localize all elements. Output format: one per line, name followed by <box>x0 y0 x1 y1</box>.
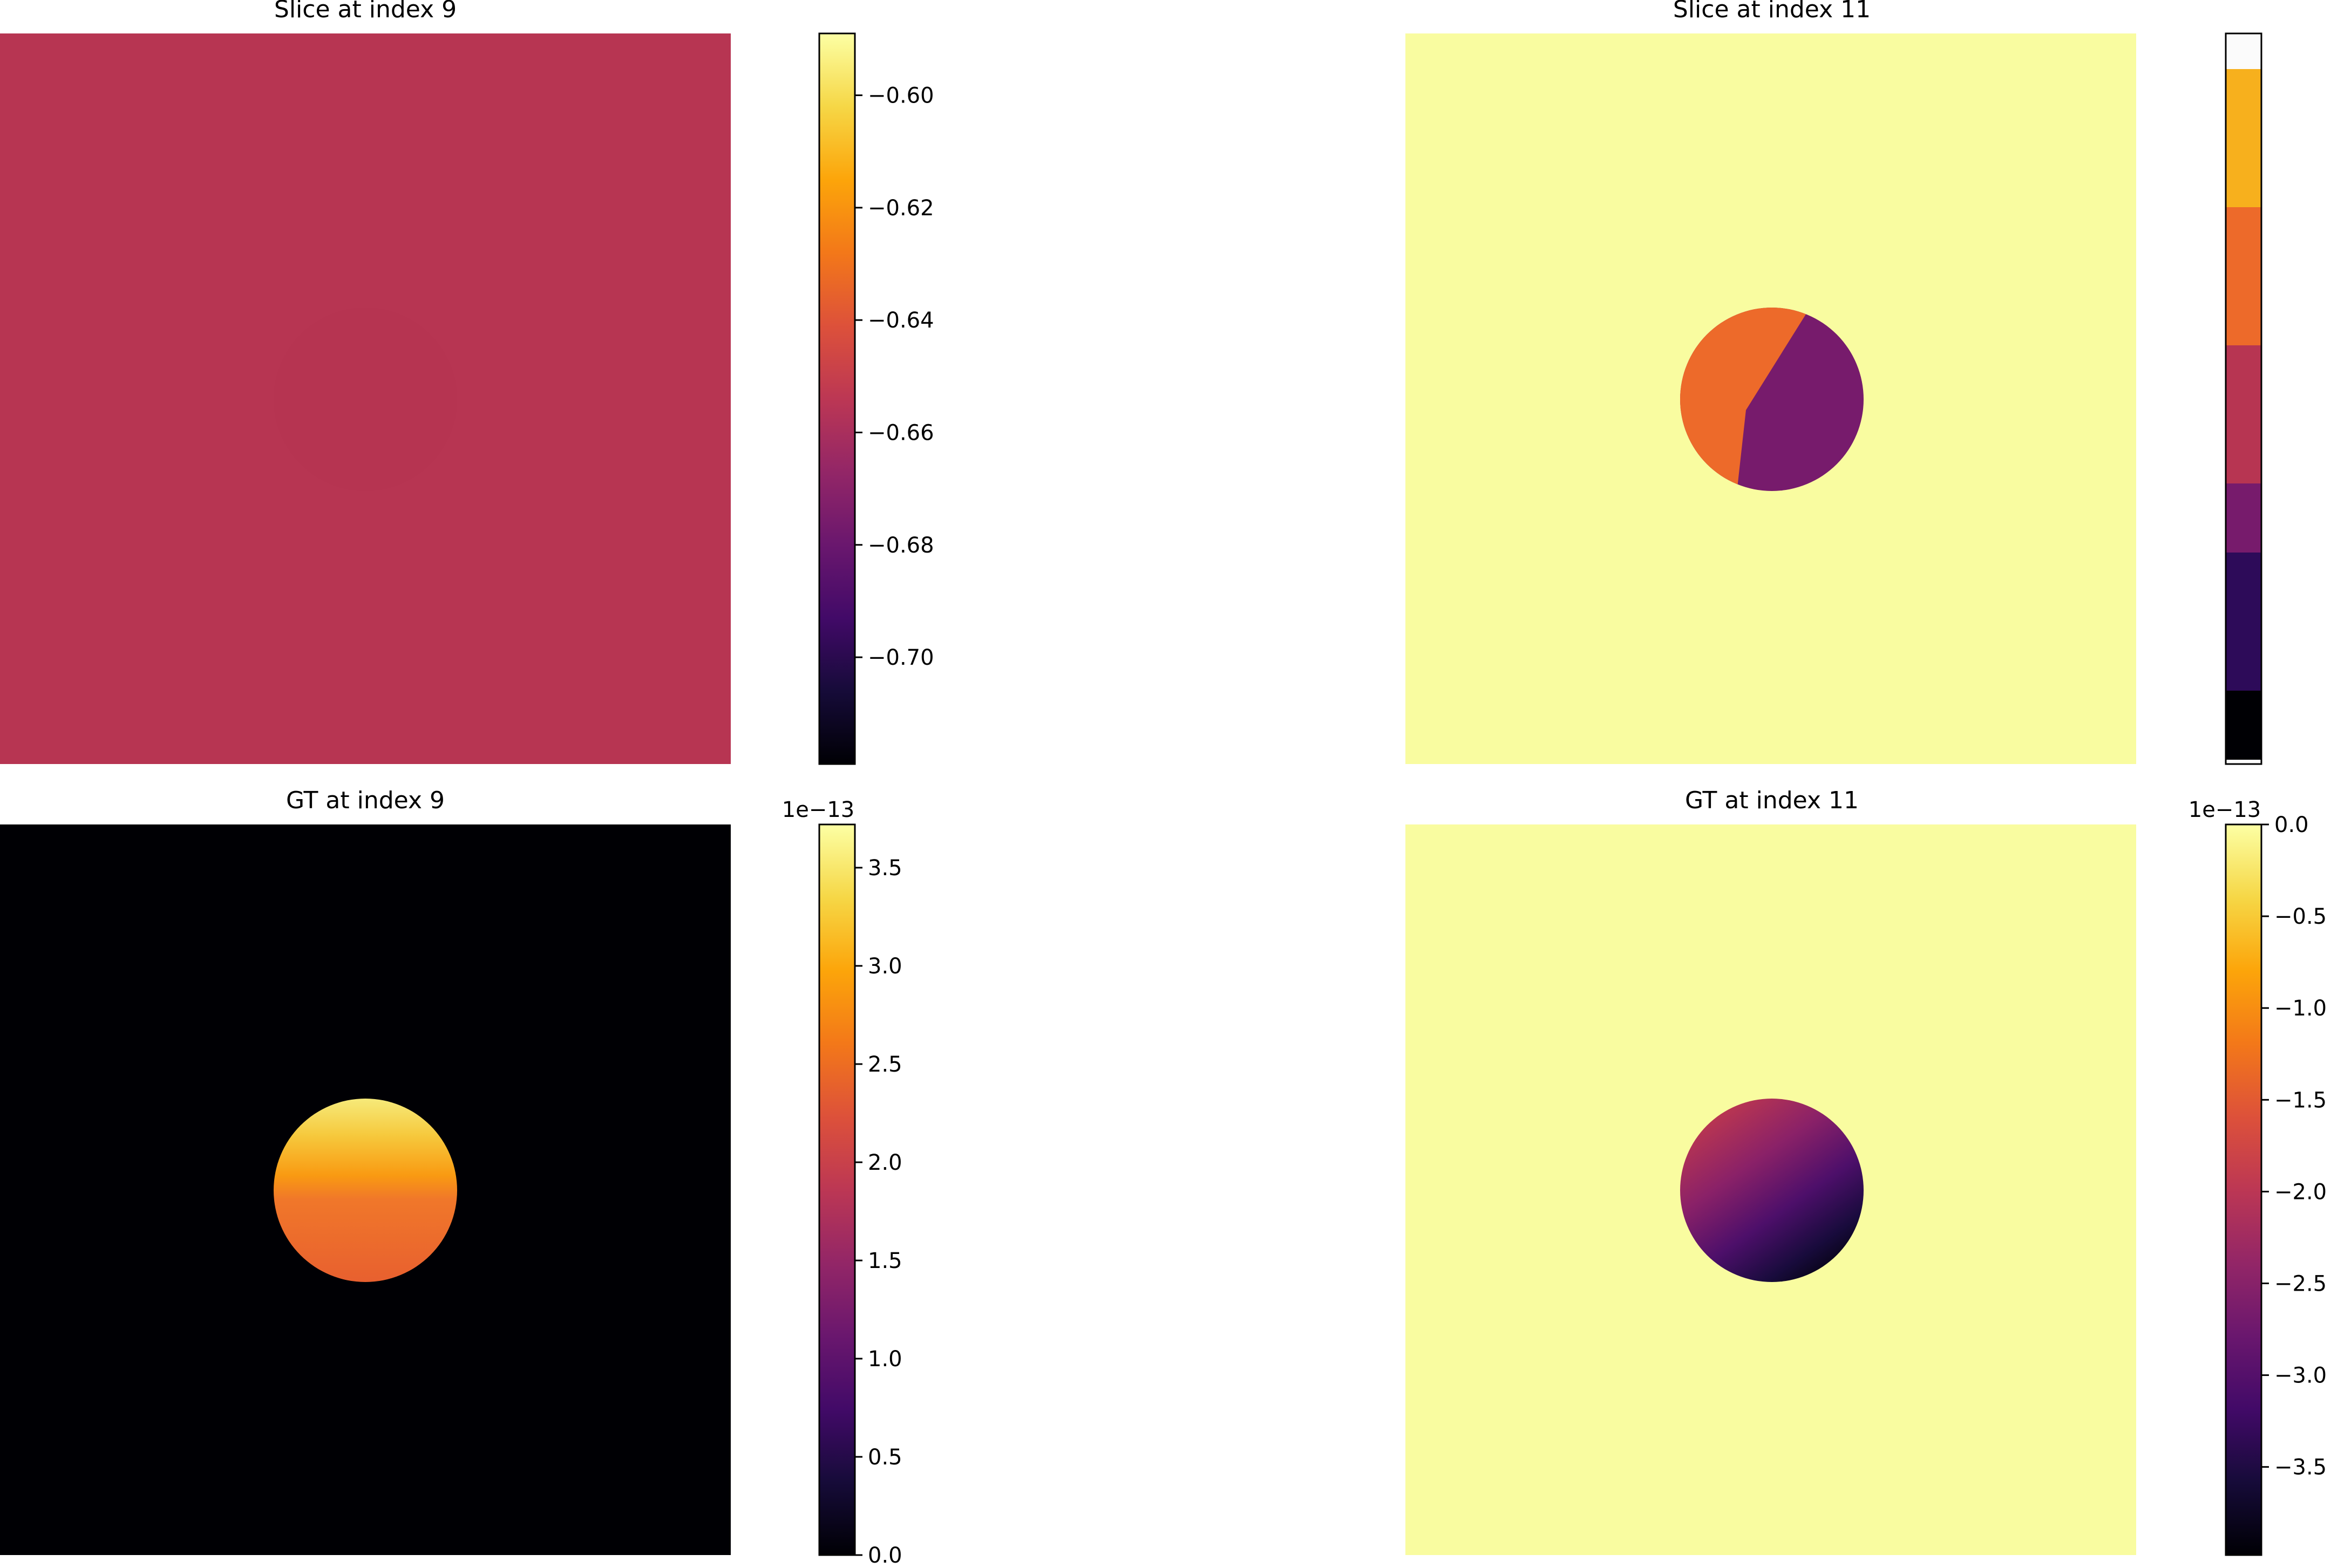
colorbar-band <box>2226 760 2261 764</box>
heatmap-disk <box>274 1099 457 1282</box>
colorbar-tick-label: 0.0 <box>868 1543 902 1568</box>
colorbar-tick-label: 0.5 <box>868 1445 902 1470</box>
panel-title: GT at index 11 <box>1685 787 1859 814</box>
colorbar-tick-label: −0.70 <box>868 645 934 670</box>
colorbar-tick-label: −2.5 <box>2274 1272 2327 1297</box>
colorbar-tick-label: −0.64 <box>868 308 934 333</box>
colorbar-band <box>2226 207 2261 345</box>
colorbar-tick-label: −0.5 <box>2274 904 2327 929</box>
colorbar-frame <box>2225 32 2262 765</box>
colorbar-band <box>2226 483 2261 553</box>
colorbar <box>818 32 856 765</box>
colorbar-offset-label: 1e−13 <box>782 797 854 822</box>
heatmap-disk <box>1680 308 1864 491</box>
colorbar-ticks: −0.60 −0.62 −0.64 −0.66 −0.68 −0.70 <box>855 84 934 670</box>
colorbar-tick-label: 2.5 <box>868 1052 902 1077</box>
heatmap-disk <box>274 308 457 491</box>
disk-left-half <box>1680 308 1813 491</box>
colorbar-tick-label: −0.62 <box>868 196 934 221</box>
colorbar-ticks: 0.0 0.5 1.0 1.5 2.0 2.5 3.0 3.5 <box>855 856 902 1568</box>
panel-title: Slice at index 11 <box>1673 0 1871 23</box>
colorbar-tick-label: −1.5 <box>2274 1088 2327 1113</box>
colorbar <box>2226 33 2261 764</box>
colorbar-band <box>2226 69 2261 207</box>
heatmap-disk <box>1680 1099 1864 1282</box>
colorbar-tick-label: −2.0 <box>2274 1180 2327 1204</box>
colorbar-tick-label: −3.5 <box>2274 1455 2327 1480</box>
colorbar-tick-label: 3.0 <box>868 954 902 979</box>
colorbar-tick-label: −0.68 <box>868 533 934 558</box>
colorbar-band <box>2226 553 2261 691</box>
colorbar-offset-label: 1e−13 <box>2189 797 2261 822</box>
colorbar-tick-label: −0.60 <box>868 84 934 108</box>
colorbar-tick-label: 1.5 <box>868 1249 902 1273</box>
colorbar-band <box>2226 345 2261 483</box>
colorbar-tick-label: −1.0 <box>2274 996 2327 1021</box>
panel-title: GT at index 9 <box>286 787 445 814</box>
panel-gt-index-9: GT at index 9 1e−13 0.0 0.5 1.0 1.5 2.0 2.5 3.… <box>0 787 902 1568</box>
colorbar-tick-label: 3.5 <box>868 856 902 881</box>
colorbar-tick-label: −0.66 <box>868 420 934 445</box>
colorbar-tick-label: −3.0 <box>2274 1364 2327 1388</box>
colorbar <box>818 823 856 1556</box>
colorbar-tick-label: 1.0 <box>868 1347 902 1372</box>
panel-gt-index-11: GT at index 11 1e−13 0.0 −0.5 −1.0 −1.5 −2.0… <box>1405 787 2327 1556</box>
panel-slice-index-9: Slice at index 9 −0.60−0.62−0.64−0.66−0.… <box>0 0 934 765</box>
colorbar-band <box>2226 691 2261 760</box>
colorbar-tick-label: 2.0 <box>868 1150 902 1175</box>
colorbar-tick-label: 0.0 <box>2274 813 2309 837</box>
colorbar-ticks: 0.0 −0.5 −1.0 −1.5 −2.0 −2.5 −3.0 −3.5 <box>2261 813 2327 1480</box>
panel-slice-index-11: Slice at index 11 <box>1405 0 2262 765</box>
colorbar-band <box>2226 33 2261 69</box>
panel-title: Slice at index 9 <box>274 0 457 23</box>
colorbar <box>2225 823 2262 1556</box>
